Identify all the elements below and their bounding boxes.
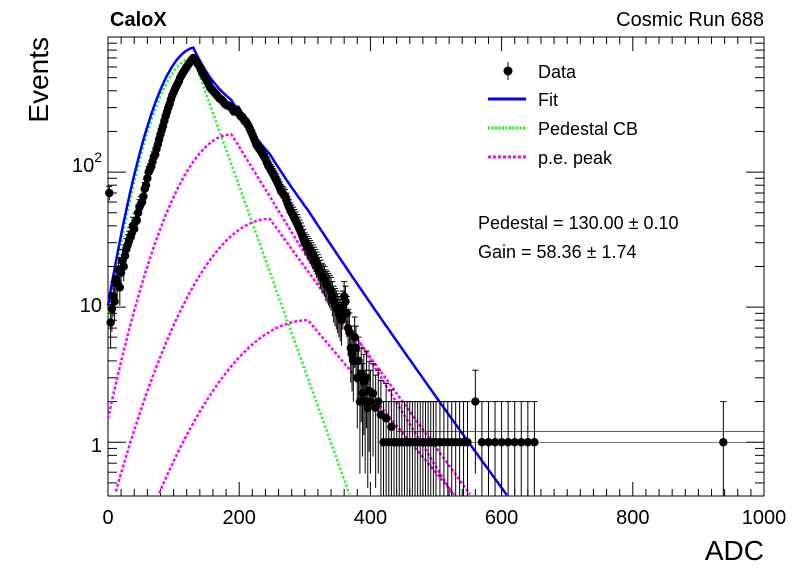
y-tick-label-1: 1 <box>91 435 102 457</box>
x-tick-label: 200 <box>223 507 256 529</box>
data-point <box>347 349 357 359</box>
y-tick-label-100-exponent: 2 <box>94 149 102 165</box>
legend: Data Fit Pedestal CB p.e. peak <box>488 62 638 168</box>
data-point <box>471 397 480 406</box>
pe-peak-3-curve <box>158 319 456 496</box>
y-axis-title: Events <box>23 37 54 123</box>
x-axis-title: ADC <box>705 535 764 566</box>
data-point <box>139 192 148 201</box>
legend-data-marker <box>503 66 513 76</box>
y-tick-label-10: 10 <box>80 295 102 317</box>
x-tick-label: 0 <box>102 507 113 529</box>
run-label: Cosmic Run 688 <box>616 9 764 31</box>
legend-pe-label: p.e. peak <box>538 148 613 168</box>
data-point <box>337 316 346 325</box>
x-tick-label: 1000 <box>742 507 787 529</box>
data-point <box>141 180 151 190</box>
data-point <box>362 373 371 382</box>
data-point <box>381 414 391 423</box>
data-point <box>106 318 115 327</box>
data-point <box>354 356 363 366</box>
data-point <box>115 283 125 292</box>
pe-peak-2-curve <box>114 217 472 496</box>
data-point <box>374 397 383 406</box>
legend-data-label: Data <box>538 62 577 82</box>
data-point <box>119 262 128 271</box>
data-point <box>341 297 350 306</box>
x-tick-label: 800 <box>616 507 649 529</box>
data-point <box>368 389 378 398</box>
experiment-label: CaloX <box>110 9 167 31</box>
data-point <box>366 397 375 406</box>
pedestal-annotation: Pedestal = 130.00 ± 0.10 <box>478 213 679 233</box>
x-tick-label: 400 <box>354 507 387 529</box>
data-point <box>350 332 359 342</box>
legend-fit-label: Fit <box>538 90 558 110</box>
y-tick-label-100: 102 <box>72 149 102 177</box>
data-point <box>130 224 139 234</box>
x-tick-label: 600 <box>485 507 518 529</box>
data-point <box>110 297 119 306</box>
data-point <box>105 188 114 198</box>
gain-annotation: Gain = 58.36 ± 1.74 <box>478 242 637 262</box>
data-point <box>387 422 396 432</box>
legend-pedestal-label: Pedestal CB <box>538 119 638 139</box>
pe-peak-1-curve <box>106 133 455 496</box>
data-point <box>132 216 142 225</box>
data-point <box>120 251 130 261</box>
data-point <box>351 343 361 353</box>
data-point <box>107 304 117 314</box>
data-point <box>358 389 367 398</box>
y-tick-label-100-base: 10 <box>72 155 94 177</box>
